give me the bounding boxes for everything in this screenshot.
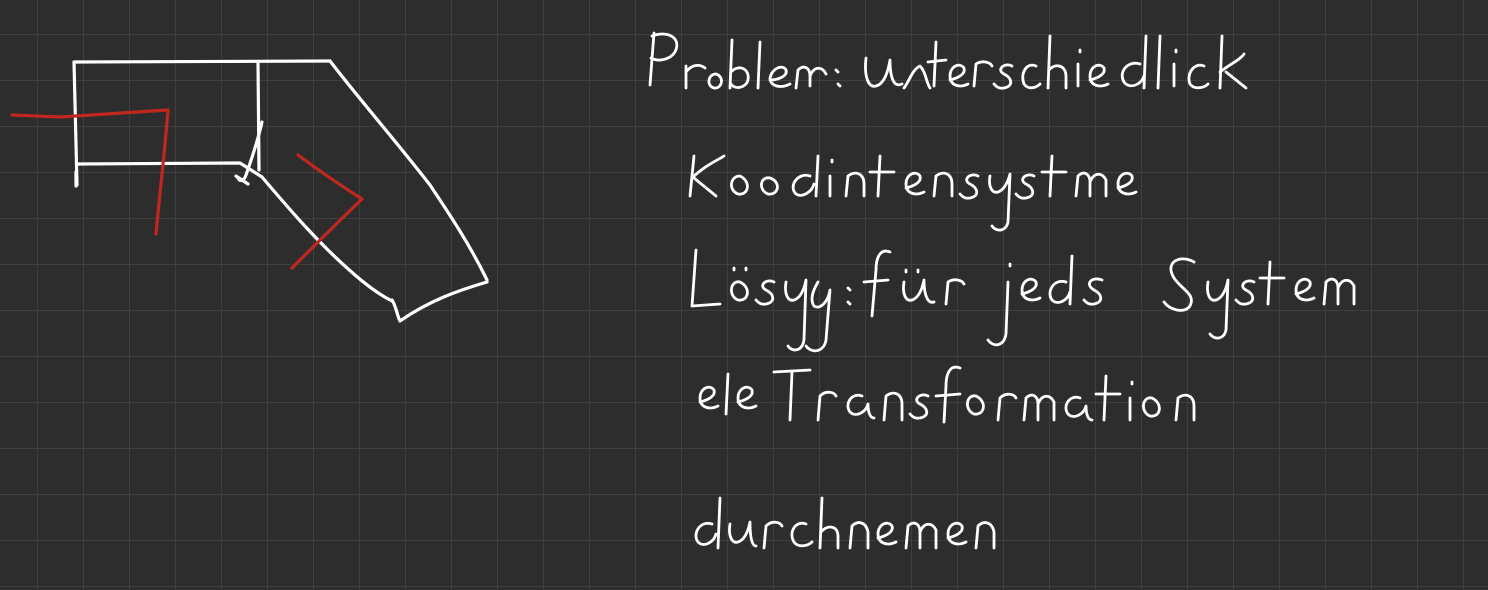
arm-outer-edge (328, 59, 489, 282)
joint-marker (234, 120, 264, 186)
rectangle-outline (72, 59, 332, 187)
note-text-line-1: Problem: unterschiedliche (0, 0, 1, 1)
handwritten-notes (648, 31, 1356, 550)
arm-end-cap (390, 280, 489, 323)
note-line-3 (690, 248, 1356, 353)
note-line-4 (698, 365, 1196, 424)
note-line-5 (694, 496, 996, 550)
note-line-1 (648, 31, 1248, 90)
note-line-2 (688, 154, 1138, 232)
arm-inner-edge (260, 175, 394, 303)
frame-left (10, 108, 170, 236)
arm-sketch (72, 59, 489, 323)
frame-right (290, 153, 364, 270)
coordinate-frames (10, 108, 364, 270)
